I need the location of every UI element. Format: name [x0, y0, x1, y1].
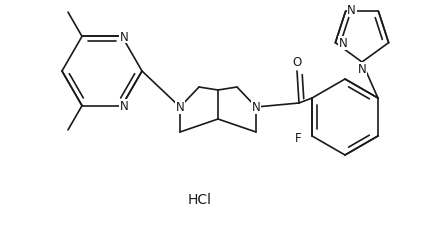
Text: HCl: HCl: [188, 192, 212, 206]
Text: N: N: [339, 37, 348, 50]
Text: N: N: [176, 101, 184, 114]
Text: N: N: [120, 31, 128, 44]
Text: F: F: [295, 132, 302, 145]
Text: N: N: [120, 100, 128, 113]
Text: N: N: [357, 63, 366, 76]
Text: N: N: [252, 101, 260, 114]
Text: O: O: [292, 55, 302, 68]
Text: N: N: [347, 4, 356, 17]
